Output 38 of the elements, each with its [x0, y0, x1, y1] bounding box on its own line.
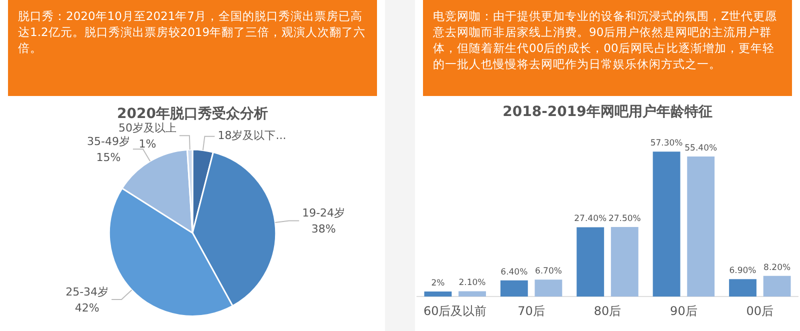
bar: [500, 280, 528, 297]
text: 脱口秀：2020年10月至2021年7月，全国的脱口秀演出票房已高达1.2亿元。脱口秀演出票房较2019年翻了三倍，观演人次翻了六倍。: [8, 0, 377, 96]
data-label: 8.20%: [764, 262, 791, 273]
slice-label: 35-49岁: [86, 134, 130, 148]
data-label: 1%: [138, 137, 156, 150]
data-label: 55.40%: [684, 143, 718, 154]
bar: [763, 276, 791, 297]
data-label: 42%: [74, 301, 100, 314]
bar: [652, 152, 680, 297]
data-label: 2%: [431, 278, 445, 288]
data-label: 15%: [96, 150, 121, 164]
x-tick-label: 90后: [670, 304, 698, 318]
x-tick-label: 70后: [518, 304, 545, 318]
data-label: 6.90%: [729, 266, 756, 276]
bar: [424, 292, 452, 297]
text: 电竞网咖：由于提供更加专业的设备和沉浸式的氛围，Z世代更愿意去网咖而非居家线上消费。90后用户依然是网吧的主流用户群体，但随着新生代00后的成长，00后网民占比逐渐增加，更年轻的一批人也慢慢将去网吧作为日常娱乐休闲方式之一。: [423, 0, 792, 96]
data-label: 38%: [311, 222, 336, 236]
bar: [729, 279, 756, 297]
bar: [610, 227, 638, 297]
bar: [576, 227, 604, 297]
data-label: 57.30%: [650, 138, 683, 149]
bar: [458, 291, 486, 297]
data-label: 2.10%: [458, 278, 486, 288]
bar: [687, 156, 715, 297]
chart-title: 2018-2019年网吧用户年龄特征: [502, 103, 712, 120]
x-tick-label: 60后及以前: [423, 304, 487, 318]
data-label: 27.50%: [608, 214, 641, 224]
x-tick-label: 80后: [594, 304, 622, 318]
data-label: 6.40%: [500, 267, 528, 278]
chart-title: 2020年脱口秀受众分析: [117, 105, 268, 122]
slice-label: 50岁及以上: [118, 121, 176, 134]
data-label: 6.70%: [534, 266, 562, 277]
slice-label: 25-34岁: [66, 285, 109, 298]
x-tick-label: 00后: [746, 304, 774, 318]
slice-label: 19-24岁: [302, 206, 346, 220]
data-label: 27.40%: [574, 214, 607, 224]
slice-label: 18岁及以下...: [218, 129, 286, 142]
bar: [534, 280, 562, 297]
